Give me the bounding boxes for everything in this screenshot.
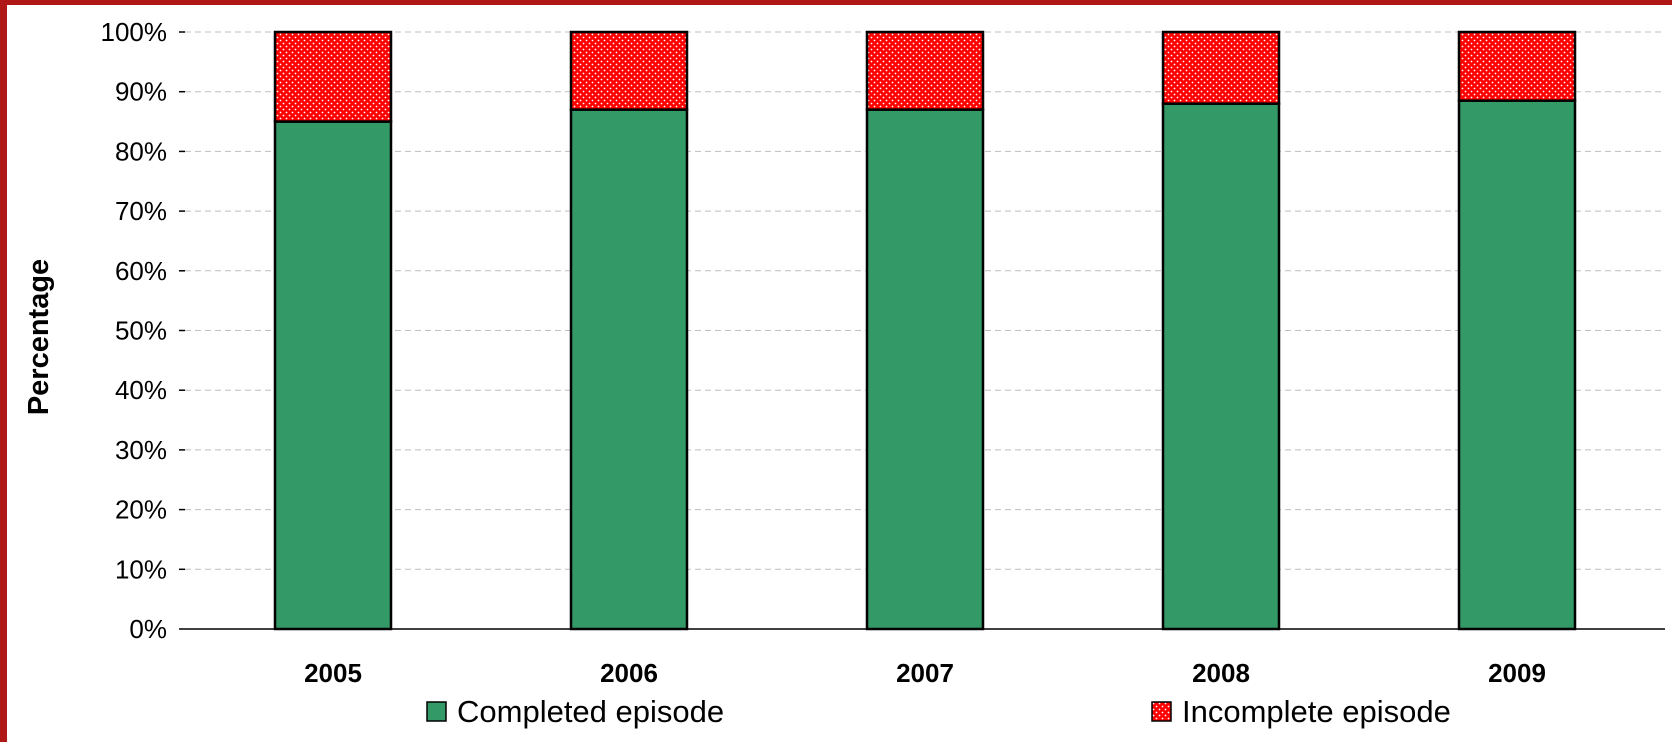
bar-incomplete-2008 (1161, 30, 1281, 105)
y-axis-ticks: 0% 10% 20% 30% 40% 50% 60% 70% 80% 90% 100% (101, 17, 185, 644)
x-category-label: 2006 (600, 658, 658, 688)
legend: Completed episode Incomplete episode (426, 694, 1451, 729)
y-tick-label: 0% (129, 614, 167, 644)
legend-label-incomplete: Incomplete episode (1182, 694, 1451, 729)
bar-completed-2008 (1161, 102, 1281, 631)
bar-incomplete-2006 (569, 30, 689, 111)
bar-completed-2005 (273, 120, 393, 631)
bar-completed-2009 (1457, 99, 1577, 631)
y-tick-label: 60% (115, 256, 167, 286)
y-tick-label: 20% (115, 495, 167, 525)
y-tick-label: 90% (115, 77, 167, 107)
y-tick-label: 50% (115, 316, 167, 346)
y-tick-label: 100% (101, 17, 168, 47)
bars (273, 30, 1577, 631)
bar-completed-2007 (865, 108, 985, 631)
legend-swatch-completed (426, 701, 447, 722)
bar-incomplete-2009 (1457, 30, 1577, 102)
x-category-label: 2008 (1192, 658, 1250, 688)
bar-completed-2006 (569, 108, 689, 631)
x-category-label: 2009 (1488, 658, 1546, 688)
legend-swatch-incomplete (1151, 701, 1172, 722)
y-tick-label: 80% (115, 136, 167, 166)
y-tick-label: 10% (115, 554, 167, 584)
y-axis-label: Percentage (23, 259, 55, 415)
legend-label-completed: Completed episode (457, 694, 724, 729)
x-category-label: 2007 (896, 658, 954, 688)
bar-incomplete-2007 (865, 30, 985, 111)
y-tick-label: 70% (115, 196, 167, 226)
bar-incomplete-2005 (273, 30, 393, 123)
y-tick-label: 30% (115, 435, 167, 465)
y-tick-label: 40% (115, 375, 167, 405)
x-axis-categories: 2005 2006 2007 2008 2009 (304, 658, 1546, 688)
x-category-label: 2005 (304, 658, 362, 688)
